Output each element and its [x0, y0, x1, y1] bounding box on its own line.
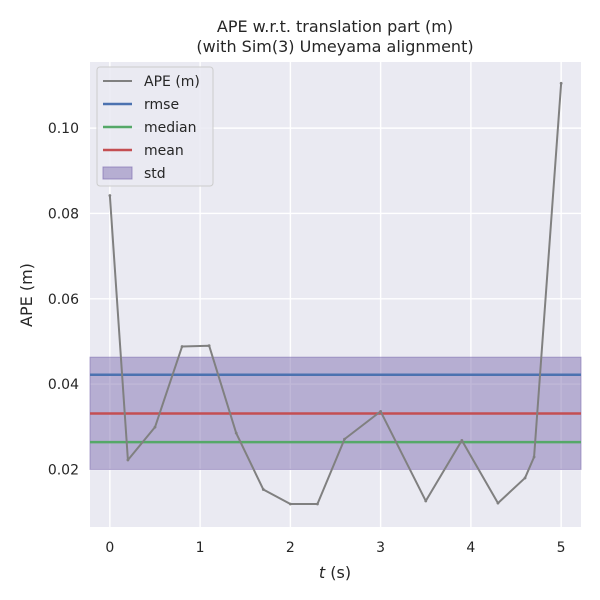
- ape-data-point: [496, 501, 500, 505]
- ape-data-point: [424, 499, 428, 503]
- ape-data-point: [207, 344, 211, 348]
- ape-data-point: [559, 81, 563, 85]
- ape-data-point: [379, 409, 383, 413]
- legend-label: median: [144, 120, 196, 136]
- ape-data-point: [126, 458, 130, 462]
- ape-data-point: [153, 425, 157, 429]
- y-tick-label: 0.10: [48, 121, 79, 137]
- x-tick-label: 0: [105, 540, 114, 556]
- y-tick-label: 0.06: [48, 292, 79, 308]
- ape-data-point: [180, 345, 184, 348]
- y-axis-label: APE (m): [17, 263, 36, 327]
- x-tick-label: 2: [286, 540, 295, 556]
- x-axis-label: t (s): [319, 563, 351, 582]
- legend-box: [96, 66, 214, 187]
- legend-swatch: [102, 166, 133, 180]
- legend-label: mean: [144, 143, 184, 159]
- legend-label: rmse: [144, 97, 179, 113]
- series-layer: [108, 81, 563, 506]
- ape-data-point: [261, 488, 265, 491]
- ape-data-point: [532, 455, 536, 459]
- ape-data-point: [316, 502, 319, 506]
- x-tick-label: 4: [466, 540, 475, 556]
- y-tick-label: 0.08: [48, 206, 79, 222]
- y-tick-labels: 0.02 0.04 0.06 0.08 0.10: [48, 121, 79, 478]
- x-tick-labels: 0 1 2 3 4 5: [105, 540, 565, 556]
- legend-label: APE (m): [144, 74, 200, 90]
- ape-data-point: [288, 502, 292, 506]
- x-tick-label: 3: [376, 540, 385, 556]
- ape-data-point: [108, 194, 112, 197]
- x-tick-label: 5: [557, 540, 566, 556]
- ape-data-point: [343, 437, 346, 441]
- chart-subtitle: (with Sim(3) Umeyama alignment): [196, 37, 473, 56]
- ape-data-point: [460, 438, 464, 442]
- y-tick-label: 0.04: [48, 377, 79, 393]
- chart-title: APE w.r.t. translation part (m): [217, 17, 453, 36]
- y-tick-label: 0.02: [48, 462, 79, 478]
- ape-data-point: [234, 431, 238, 435]
- legend-label: std: [144, 166, 166, 182]
- legend: APE (m) rmse median mean std: [96, 66, 214, 187]
- ape-data-point: [523, 476, 527, 480]
- x-tick-label: 1: [196, 540, 205, 556]
